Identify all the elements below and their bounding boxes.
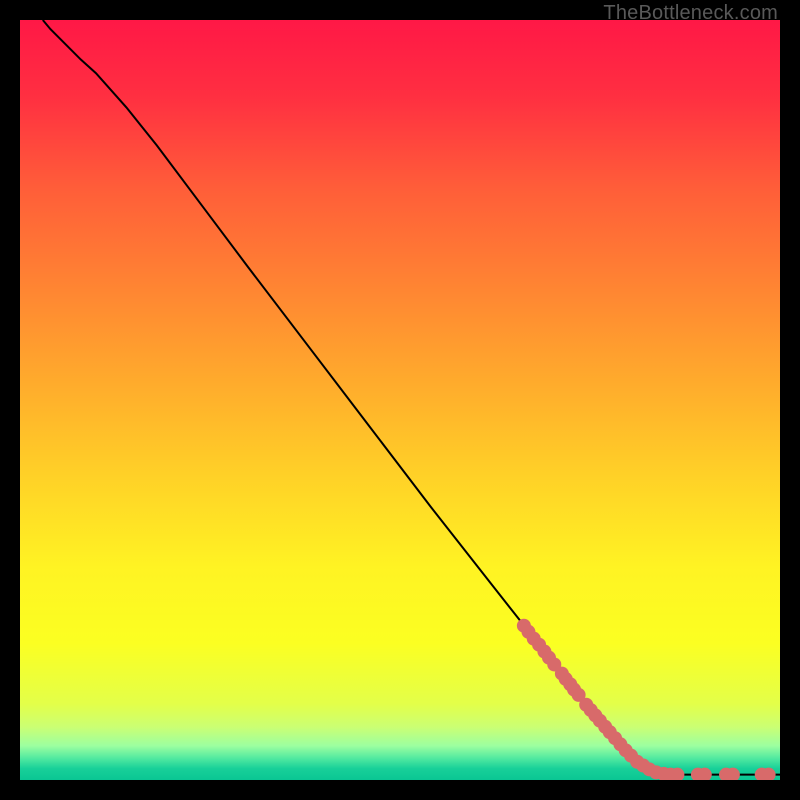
plot-area bbox=[20, 20, 780, 780]
attribution-label: TheBottleneck.com bbox=[603, 2, 778, 25]
data-markers bbox=[517, 619, 776, 780]
chart-frame: TheBottleneck.com bbox=[0, 0, 800, 800]
curve-line bbox=[43, 20, 780, 775]
chart-overlay bbox=[20, 20, 780, 780]
